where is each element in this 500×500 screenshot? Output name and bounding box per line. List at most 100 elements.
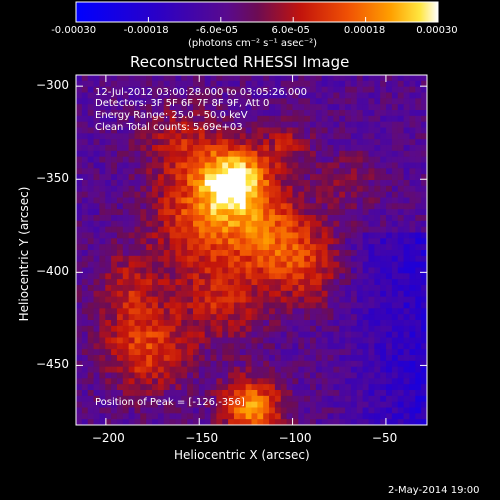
heatmap-cell [146,285,153,292]
heatmap-cell [76,320,83,327]
heatmap-cell [304,232,311,239]
heatmap-cell [356,261,364,269]
heatmap-cell [187,355,194,362]
heatmap-cell [222,337,229,344]
heatmap-cell [228,343,235,350]
heatmap-cell [327,290,334,298]
heatmap-cell [374,104,381,111]
heatmap-cell [386,314,393,321]
heatmap-cell [286,343,294,350]
heatmap-cell [345,378,352,385]
heatmap-cell [204,156,212,164]
heatmap-cell [415,250,422,257]
heatmap-cell [93,314,100,321]
heatmap-cell [181,226,188,234]
heatmap-cell [286,220,294,228]
x-axis-ticks [105,75,387,425]
heatmap-cell [397,337,405,344]
heatmap-cell [356,407,364,414]
heatmap-cell [368,255,375,263]
heatmap-cell [128,98,136,105]
heatmap-cell [239,360,247,368]
heatmap-cell [152,191,159,199]
heatmap-cell [198,401,206,409]
heatmap-cell [233,302,241,309]
heatmap-cell [134,413,141,420]
heatmap-cell [116,314,124,321]
heatmap-cell [228,419,235,425]
heatmap-cell [105,296,112,304]
heatmap-cell [315,220,323,228]
heatmap-cell [304,413,311,420]
heatmap-cell [157,174,165,181]
heatmap-cell [391,110,399,117]
heatmap-cell [222,343,229,350]
heatmap-cell [380,156,387,164]
heatmap-cell [292,366,299,374]
heatmap-cell [374,150,381,158]
heatmap-cell [93,209,100,216]
heatmap-cell [321,255,329,263]
heatmap-cell [321,86,329,94]
heatmap-cell [122,395,130,403]
heatmap-cell [391,314,399,321]
heatmap-cell [397,238,405,245]
heatmap-cell [216,92,223,99]
heatmap-cell [298,384,305,391]
heatmap-cell [210,162,217,169]
heatmap-cell [415,273,422,280]
heatmap-cell [222,325,229,333]
heatmap-cell [198,395,206,403]
heatmap-cell [245,174,253,181]
heatmap-cell [245,308,253,315]
heatmap-cell [210,203,217,210]
heatmap-cell [233,162,241,169]
heatmap-cell [362,127,370,134]
heatmap-cell [81,244,89,251]
heatmap-cell [315,226,323,234]
heatmap-cell [76,104,83,111]
heatmap-cell [321,320,329,327]
x-tick-label: −200 [91,431,125,445]
heatmap-cell [286,145,294,152]
heatmap-cell [140,75,147,82]
heatmap-cell [280,267,288,274]
heatmap-cell [315,92,323,99]
heatmap-cell [181,121,188,129]
heatmap-cell [257,366,264,374]
heatmap-cell [187,168,194,175]
heatmap-cell [409,104,416,111]
heatmap-cell [374,308,381,315]
heatmap-cell [345,314,352,321]
heatmap-cell [76,220,83,228]
heatmap-cell [105,244,112,251]
heatmap-cell [157,250,165,257]
heatmap-cell [321,226,329,234]
heatmap-cell [198,203,206,210]
heatmap-cell [146,360,153,368]
heatmap-cell [187,226,194,234]
heatmap-cell [81,121,89,129]
heatmap-cell [187,331,194,339]
heatmap-cell [350,331,358,339]
heatmap-cell [175,290,182,298]
heatmap-cell [193,261,200,269]
heatmap-cell [204,366,212,374]
heatmap-cell [222,419,229,425]
heatmap-cell [269,267,276,274]
heatmap-cell [269,203,276,210]
heatmap-cell [386,366,393,374]
heatmap-cell [87,296,95,304]
heatmap-cell [105,156,112,164]
heatmap-cell [111,197,118,204]
heatmap-cell [99,366,106,374]
heatmap-cell [134,115,141,123]
heatmap-cell [152,390,159,397]
heatmap-cell [380,390,387,397]
heatmap-cell [292,121,299,129]
heatmap-cell [152,314,159,321]
heatmap-cell [228,331,235,339]
heatmap-cell [362,349,370,356]
heatmap-cell [421,168,427,175]
heatmap-cell [421,372,427,379]
